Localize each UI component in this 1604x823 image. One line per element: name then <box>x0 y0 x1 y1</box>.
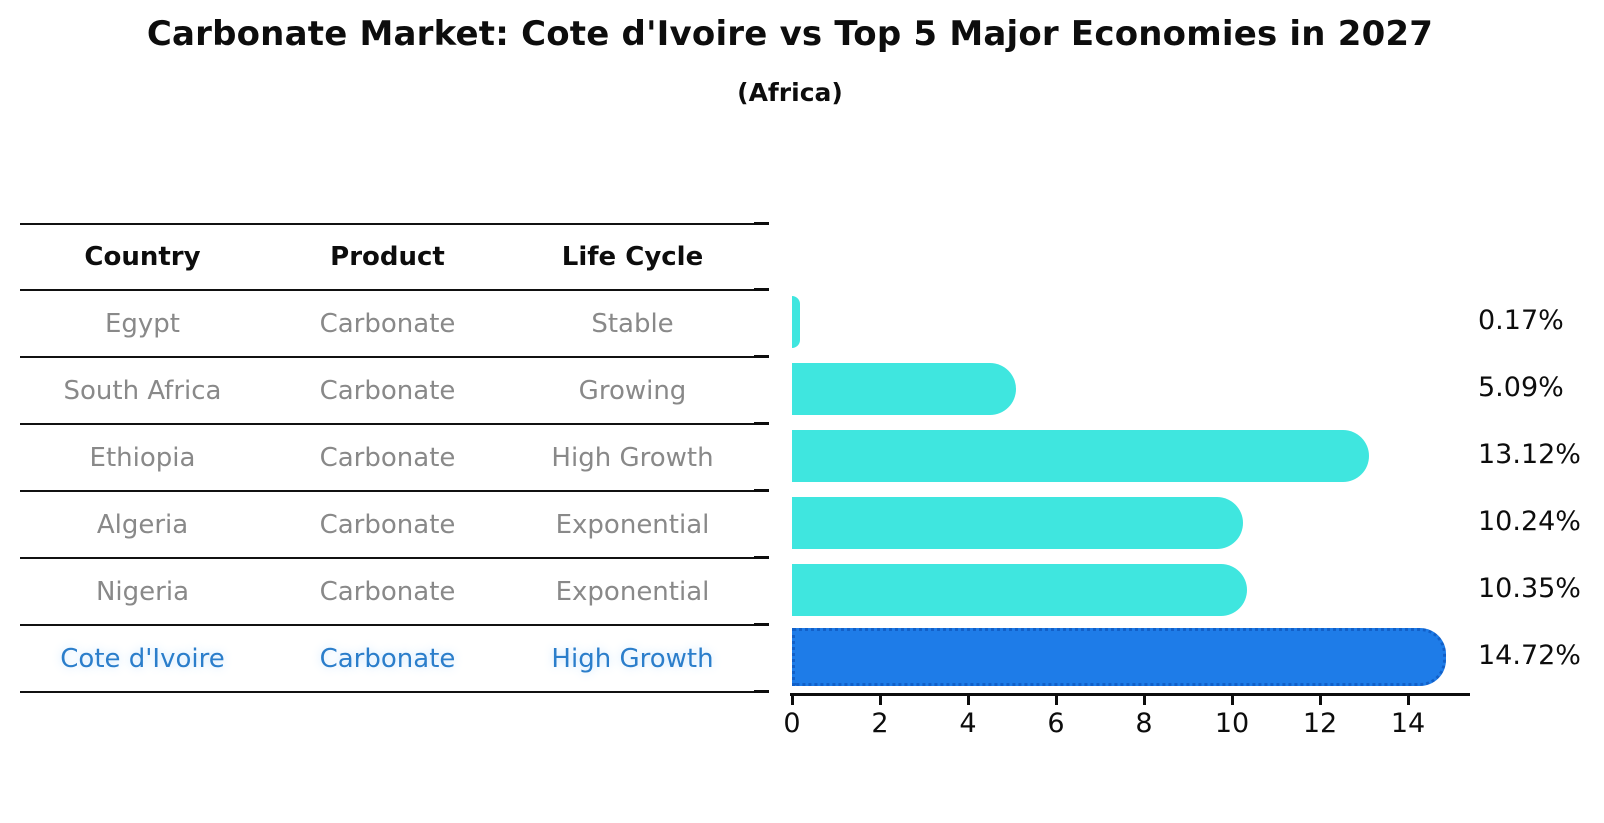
chart-subtitle: (Africa) <box>737 78 843 107</box>
table-cell-product: Carbonate <box>319 375 456 406</box>
table-header-cell: Life Cycle <box>561 242 704 272</box>
table-row: Ethiopia Carbonate High Growth <box>20 425 755 492</box>
bar-value-label: 14.72% <box>1478 640 1581 671</box>
bar-south-africa <box>792 363 1016 415</box>
table-row: Cote d'Ivoire Carbonate High Growth <box>20 626 755 693</box>
table-cell-life-cycle: Exponential <box>555 576 710 607</box>
bar-value-label: 13.12% <box>1478 439 1581 470</box>
bar-ethiopia <box>792 430 1369 482</box>
table-cell-life-cycle: Exponential <box>555 509 710 540</box>
table-cell-product: Carbonate <box>319 509 456 540</box>
table-cell-country: Algeria <box>96 509 189 540</box>
table-cell-country: South Africa <box>63 375 222 406</box>
table-cell-product: Carbonate <box>319 442 456 473</box>
bar-nigeria <box>792 564 1247 616</box>
table-cell-product: Carbonate <box>319 643 456 674</box>
table-cell-country: Egypt <box>104 308 181 339</box>
table-row: South Africa Carbonate Growing <box>20 358 755 425</box>
x-axis-tick-label: 10 <box>1214 708 1250 739</box>
table-cell-life-cycle: Stable <box>591 308 674 339</box>
x-axis-tick-label: 6 <box>1047 708 1065 739</box>
x-axis-tick-label: 8 <box>1135 708 1153 739</box>
x-axis-tick <box>879 696 882 705</box>
table-row: Egypt Carbonate Stable <box>20 291 755 358</box>
x-axis-tick <box>967 696 970 705</box>
data-table: Country Product Life Cycle Egypt Carbonate St… <box>20 223 755 693</box>
table-cell-life-cycle: Growing <box>578 375 687 406</box>
x-axis-line <box>790 693 1470 696</box>
x-axis-tick-label: 0 <box>783 708 801 739</box>
x-axis-tick-label: 14 <box>1390 708 1426 739</box>
x-axis-tick-label: 4 <box>959 708 977 739</box>
bar-value-label: 10.24% <box>1478 506 1581 537</box>
x-axis-tick <box>1319 696 1322 705</box>
table-row: Algeria Carbonate Exponential <box>20 492 755 559</box>
y-axis-tick <box>754 222 769 225</box>
table-row: Nigeria Carbonate Exponential <box>20 559 755 626</box>
table-cell-product: Carbonate <box>319 308 456 339</box>
bar-highlight-cote-divoire <box>792 628 1446 686</box>
table-cell-life-cycle: High Growth <box>551 442 714 473</box>
y-axis-tick <box>754 489 769 492</box>
table-cell-country: Nigeria <box>95 576 190 607</box>
table-cell-product: Carbonate <box>319 576 456 607</box>
y-axis-tick <box>754 422 769 425</box>
y-axis-tick <box>754 623 769 626</box>
chart-title: Carbonate Market: Cote d'Ivoire vs Top 5… <box>146 14 1434 54</box>
table-header-cell: Country <box>84 242 201 272</box>
y-axis-tick <box>754 288 769 291</box>
x-axis-tick <box>1231 696 1234 705</box>
table-header-row: Country Product Life Cycle <box>20 225 755 291</box>
table-cell-life-cycle: High Growth <box>551 643 714 674</box>
y-axis-tick <box>754 690 769 693</box>
y-axis-tick <box>754 556 769 559</box>
table-header-cell: Product <box>330 242 445 272</box>
x-axis-tick <box>1407 696 1410 705</box>
y-axis-tick <box>754 355 769 358</box>
bar-value-label: 10.35% <box>1478 573 1581 604</box>
bar-value-label: 0.17% <box>1478 305 1564 336</box>
x-axis-tick <box>791 696 794 705</box>
table-cell-country: Cote d'Ivoire <box>60 643 225 674</box>
x-axis-tick <box>1143 696 1146 705</box>
bar-egypt <box>792 296 800 348</box>
table-cell-country: Ethiopia <box>89 442 196 473</box>
x-axis-tick-label: 12 <box>1302 708 1338 739</box>
x-axis-tick <box>1055 696 1058 705</box>
bar-algeria <box>792 497 1243 549</box>
bar-value-label: 5.09% <box>1478 372 1564 403</box>
x-axis-tick-label: 2 <box>871 708 889 739</box>
